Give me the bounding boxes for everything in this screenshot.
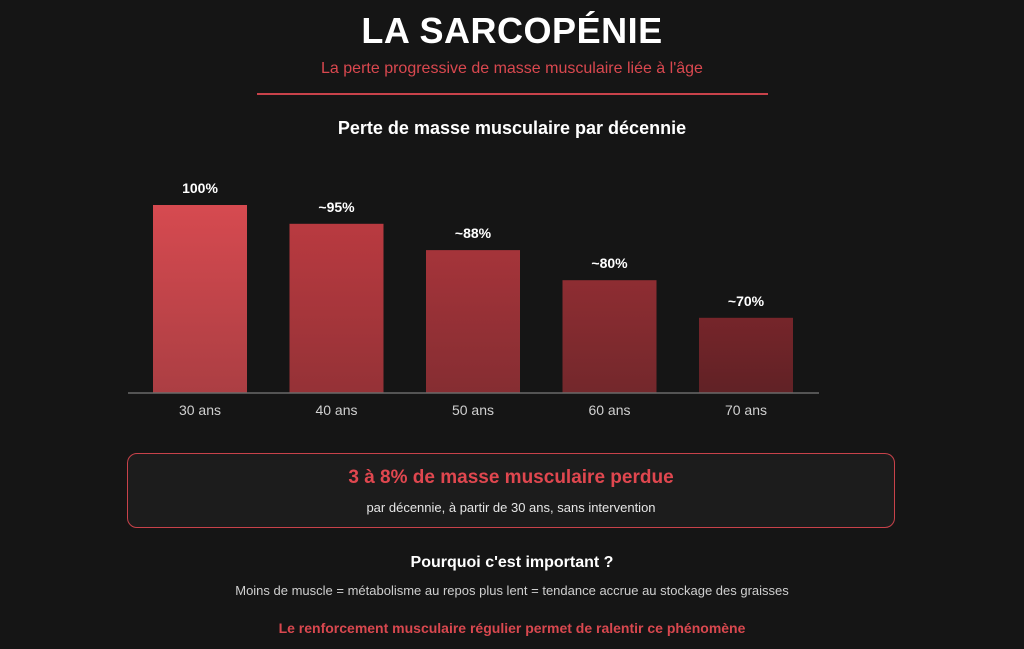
bar-3 [562,280,657,393]
bar-value-label-3: ~80% [591,255,628,271]
bars-layer [153,205,793,393]
bar-value-label-4: ~70% [728,293,765,309]
x-tick-label-3: 60 ans [588,402,630,418]
why-text: Moins de muscle = métabolisme au repos p… [235,583,789,598]
chart-title: Perte de masse musculaire par décennie [337,118,687,138]
x-tick-label-1: 40 ans [315,402,357,418]
bar-value-label-2: ~88% [455,225,492,241]
bar-value-label-1: ~95% [318,199,355,215]
key-stat-callout: 3 à 8% de masse musculaire perdue par dé… [127,453,895,528]
callout-text: par décennie, à partir de 30 ans, sans i… [366,500,656,515]
x-tick-label-0: 30 ans [179,402,221,418]
bar-0 [153,205,247,393]
page-title: LA SARCOPÉNIE [361,10,663,51]
x-tick-label-2: 50 ans [452,402,494,418]
why-heading: Pourquoi c'est important ? [410,554,614,571]
page-subtitle: La perte progressive de masse musculaire… [321,60,703,77]
bar-1 [289,223,384,393]
title-divider [257,93,768,95]
x-tick-label-4: 70 ans [725,402,767,418]
bar-4 [699,317,793,393]
labels-layer: 100% 30 ans ~95% 40 ans ~88% 50 ans ~80% 60 ans… [179,180,767,418]
conclusion-text: Le renforcement musculaire régulier perm… [278,620,746,636]
bar-value-label-0: 100% [182,180,218,196]
bar-2 [426,250,520,393]
callout-heading: 3 à 8% de masse musculaire perdue [348,467,674,488]
